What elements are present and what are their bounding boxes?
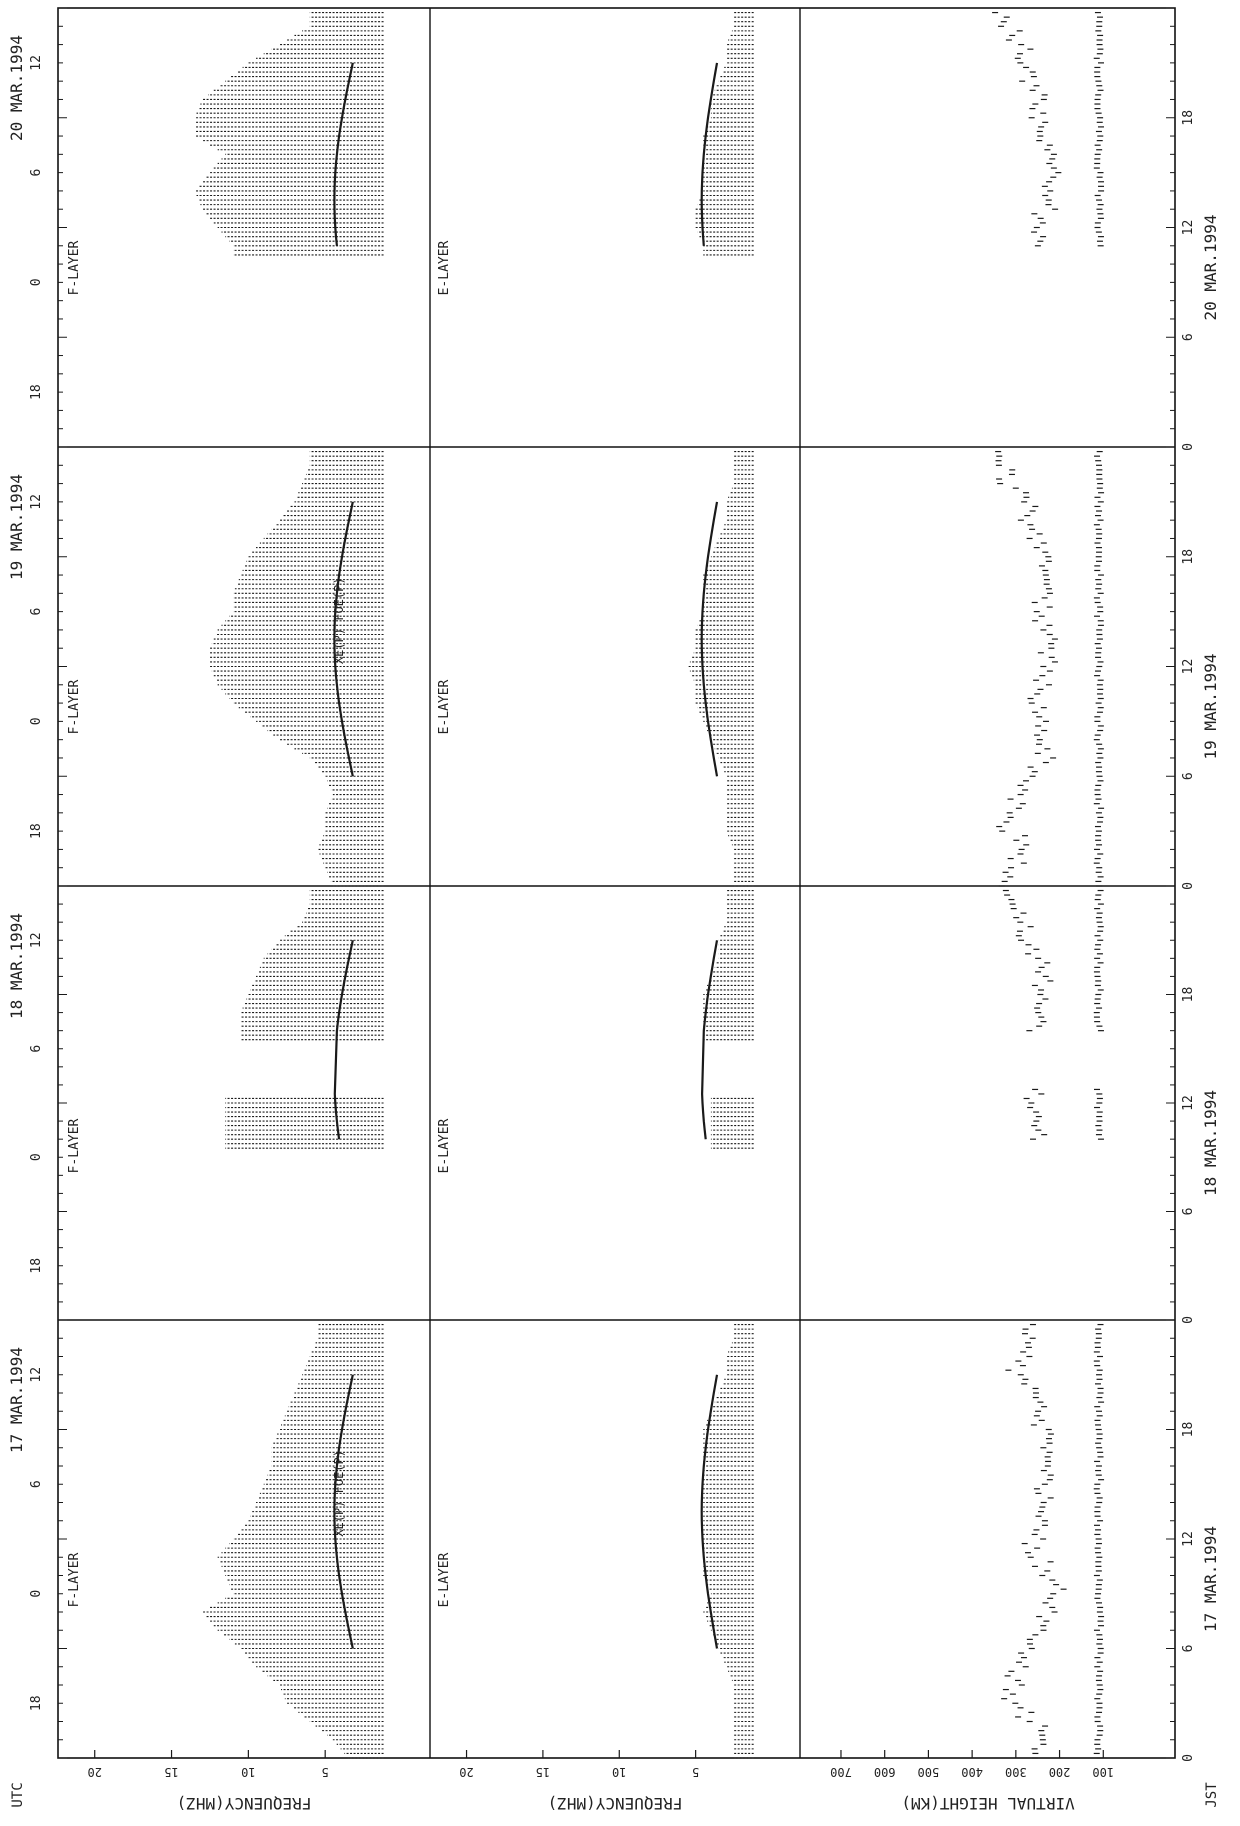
critical-frequency-curve	[333, 62, 354, 246]
value-tick-label-f-layer: 20	[88, 1765, 102, 1779]
series-virtual-height-day-2	[1002, 889, 1104, 1140]
panel-frames	[57, 7, 1176, 1759]
value-tick-label-virtual-height: 300	[1005, 1765, 1027, 1779]
day-heading-jst: 17 MAR.1994	[1201, 1526, 1220, 1632]
utc-tick-label: 6	[29, 1045, 44, 1053]
axes: 5 10 15 20 5 10 15 20 100 200 300 400 500 600 700	[58, 7, 1175, 1779]
value-tick-label-f-layer: 10	[241, 1765, 255, 1779]
value-tick-label-f-layer: 5	[322, 1765, 329, 1779]
utc-tick-label: 18	[29, 1695, 44, 1711]
value-tick-label-e-layer: 20	[459, 1765, 473, 1779]
value-tick-label-e-layer: 5	[692, 1765, 699, 1779]
series-virtual-height-day-4	[992, 11, 1105, 247]
series-virtual-height-day-3	[995, 450, 1105, 887]
utc-tick-label: 0	[29, 1590, 44, 1598]
day-heading-jst: 19 MAR.1994	[1201, 654, 1220, 760]
f-layer-label: F-LAYER	[67, 679, 82, 734]
series-e-layer-day-3	[688, 451, 754, 887]
jst-tick-label: 18	[1181, 1422, 1196, 1438]
utc-tick-label: 18	[29, 384, 44, 400]
jst-tick-label: 18	[1181, 987, 1196, 1003]
series-f-layer-day-2	[225, 889, 384, 1149]
jst-tick-label: 18	[1181, 549, 1196, 565]
utc-tick-label: 6	[29, 169, 44, 177]
utc-tick-label: 0	[29, 278, 44, 286]
utc-tick-label: 12	[29, 932, 44, 948]
jst-tick-label: 0	[1181, 1754, 1196, 1762]
utc-tick-label: 12	[29, 1367, 44, 1383]
e-layer-label: E-LAYER	[437, 1552, 452, 1607]
value-tick-label-virtual-height: 700	[830, 1765, 852, 1779]
f-axis-title: FREQUENCY(MHZ)	[177, 1794, 312, 1813]
utc-caption: UTC	[10, 1782, 26, 1807]
series-e-layer-day-1	[700, 1324, 754, 1759]
jst-tick-label: 6	[1181, 333, 1196, 341]
day-heading-utc: 18 MAR.1994	[7, 913, 26, 1019]
height-axis-title: VIRTUAL HEIGHT(KM)	[901, 1794, 1074, 1813]
day-heading-utc: 20 MAR.1994	[7, 35, 26, 141]
series-f-layer-day-3	[209, 451, 384, 887]
value-tick-label-virtual-height: 200	[1049, 1765, 1071, 1779]
value-tick-label-f-layer: 15	[164, 1765, 178, 1779]
utc-tick-label: 12	[29, 55, 44, 71]
curve-annotation: XE(P) FOE(P)	[332, 577, 346, 664]
utc-tick-label: 18	[29, 823, 44, 839]
utc-tick-label: 12	[29, 494, 44, 510]
text-labels: 18 0 6 12 0 6 12 18 17 MAR.1994 17 MAR.1994 18 0 6 12…	[7, 35, 1220, 1813]
utc-tick-label: 18	[29, 1258, 44, 1274]
f-layer-label: F-LAYER	[67, 240, 82, 295]
critical-frequency-curve	[700, 1374, 719, 1649]
jst-tick-label: 6	[1181, 1645, 1196, 1653]
critical-frequency-curve	[333, 940, 354, 1140]
f-layer-label: F-LAYER	[67, 1118, 82, 1173]
utc-tick-label: 6	[29, 608, 44, 616]
day-heading-utc: 19 MAR.1994	[7, 474, 26, 580]
jst-tick-label: 6	[1181, 1208, 1196, 1216]
critical-frequency-curve	[333, 1374, 354, 1649]
series-f-layer-day-1	[202, 1324, 384, 1759]
outer-frame	[57, 7, 1176, 1759]
day-heading-jst: 18 MAR.1994	[1201, 1090, 1220, 1196]
curve-annotation: XE(P) FOE(P)	[332, 1450, 346, 1537]
critical-frequency-curve	[700, 940, 719, 1140]
e-layer-label: E-LAYER	[437, 679, 452, 734]
series-virtual-height-day-1	[1001, 1323, 1105, 1759]
series-f-layer-day-4	[194, 12, 384, 256]
series-e-layer-day-4	[695, 12, 754, 256]
f-layer-label: F-LAYER	[67, 1552, 82, 1607]
value-tick-label-virtual-height: 400	[961, 1765, 983, 1779]
value-tick-label-e-layer: 10	[612, 1765, 626, 1779]
day-heading-jst: 20 MAR.1994	[1201, 215, 1220, 321]
utc-tick-label: 0	[29, 1153, 44, 1161]
value-tick-label-e-layer: 15	[536, 1765, 550, 1779]
utc-tick-label: 6	[29, 1480, 44, 1488]
jst-tick-label: 18	[1181, 110, 1196, 126]
series-e-layer-day-2	[700, 889, 754, 1149]
jst-tick-label: 12	[1181, 220, 1196, 236]
e-axis-title: FREQUENCY(MHZ)	[548, 1794, 683, 1813]
utc-tick-label: 0	[29, 717, 44, 725]
jst-tick-label: 0	[1181, 1316, 1196, 1324]
jst-tick-label: 6	[1181, 772, 1196, 780]
jst-tick-label: 12	[1181, 1095, 1196, 1111]
value-tick-label-virtual-height: 600	[874, 1765, 896, 1779]
critical-frequency-curve	[333, 501, 354, 777]
value-tick-label-virtual-height: 100	[1092, 1765, 1114, 1779]
jst-tick-label: 0	[1181, 882, 1196, 890]
critical-frequency-curve	[700, 501, 719, 777]
jst-tick-label: 12	[1181, 1531, 1196, 1547]
jst-caption: JST	[1204, 1782, 1220, 1808]
value-tick-label-virtual-height: 500	[918, 1765, 940, 1779]
day-heading-utc: 17 MAR.1994	[7, 1347, 26, 1453]
jst-tick-label: 12	[1181, 659, 1196, 675]
data-marks	[194, 11, 1105, 1759]
e-layer-label: E-LAYER	[437, 240, 452, 295]
e-layer-label: E-LAYER	[437, 1118, 452, 1173]
jst-tick-label: 0	[1181, 443, 1196, 451]
critical-frequency-curve	[700, 62, 719, 246]
